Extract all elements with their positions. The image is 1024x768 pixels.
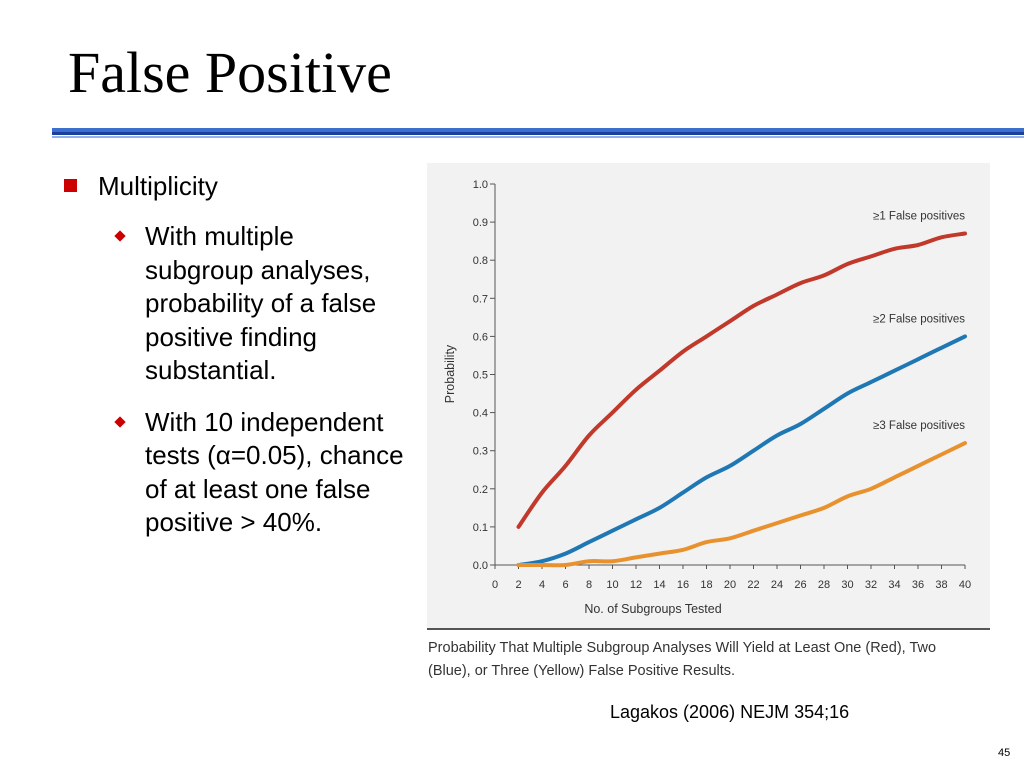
series-label-2: ≥2 False positives bbox=[873, 313, 965, 325]
y-tick-label: 0.5 bbox=[473, 370, 488, 382]
figure-background bbox=[427, 163, 990, 628]
x-tick-label: 10 bbox=[606, 579, 618, 591]
diamond-bullet-icon bbox=[114, 415, 126, 428]
figure-caption: Probability That Multiple Subgroup Analy… bbox=[428, 640, 937, 679]
sub-bullet-text: With 10 independent tests (α=0.05), chan… bbox=[145, 406, 404, 538]
y-tick-label: 0.9 bbox=[473, 217, 488, 229]
series-line-2 bbox=[516, 334, 967, 567]
y-tick-label: 0.7 bbox=[473, 293, 488, 305]
x-tick-label: 20 bbox=[724, 579, 736, 591]
y-tick-label: 0.4 bbox=[473, 408, 488, 420]
x-tick-label: 32 bbox=[865, 579, 877, 591]
x-tick-label: 28 bbox=[818, 579, 830, 591]
page-number: 45 bbox=[998, 747, 1011, 759]
title-underline bbox=[52, 128, 1024, 140]
x-tick-label: 40 bbox=[959, 579, 971, 591]
caption-divider bbox=[427, 628, 990, 630]
y-tick-label: 0.1 bbox=[473, 522, 488, 534]
sub-bullet-text: With multiple subgroup analyses, probabi… bbox=[145, 221, 377, 385]
chart-series: ≥1 False positives ≥2 False positives ≥3 F… bbox=[516, 211, 967, 568]
citation: Lagakos (2006) NEJM 354;16 bbox=[610, 702, 850, 722]
series-label-1: ≥1 False positives bbox=[873, 211, 965, 223]
sub-bullet-2: With 10 independent tests (α=0.05), chan… bbox=[64, 406, 409, 540]
x-tick-label: 30 bbox=[841, 579, 853, 591]
square-bullet-icon bbox=[64, 179, 77, 192]
x-tick-label: 14 bbox=[653, 579, 665, 591]
x-tick-label: 38 bbox=[935, 579, 947, 591]
probability-chart: 0.00.10.20.30.40.50.60.70.80.91.00 2 4 6 8 10… bbox=[443, 179, 971, 616]
bullet-list: Multiplicity With multiple subgroup anal… bbox=[64, 170, 409, 558]
x-tick-label: 16 bbox=[677, 579, 689, 591]
x-tick-label: 24 bbox=[771, 579, 783, 591]
x-tick-label: 34 bbox=[888, 579, 900, 591]
diamond-bullet-icon bbox=[114, 230, 126, 242]
x-tick-label: 4 bbox=[539, 579, 545, 591]
sub-bullet-list: With multiple subgroup analyses, probabi… bbox=[64, 220, 409, 540]
y-tick-label: 0.6 bbox=[473, 331, 488, 343]
y-tick-label: 0.8 bbox=[473, 255, 488, 267]
series-line-1 bbox=[516, 231, 967, 529]
chart-axes: 0.00.10.20.30.40.50.60.70.80.91.00 2 4 6 8 10… bbox=[473, 179, 971, 591]
y-axis-title: Probability bbox=[443, 344, 457, 403]
bullet-multiplicity: Multiplicity bbox=[64, 170, 409, 202]
y-tick-label: 1.0 bbox=[473, 179, 488, 191]
series-label-3: ≥3 False positives bbox=[873, 420, 965, 432]
x-tick-label: 2 bbox=[515, 579, 521, 591]
sub-bullet-1: With multiple subgroup analyses, probabi… bbox=[64, 220, 409, 388]
x-tick-label: 0 bbox=[492, 579, 498, 591]
x-axis-title: No. of Subgroups Tested bbox=[584, 602, 721, 616]
series-line-3 bbox=[516, 441, 967, 568]
x-tick-label: 8 bbox=[586, 579, 592, 591]
x-tick-label: 36 bbox=[912, 579, 924, 591]
slide-title: False Positive bbox=[68, 40, 392, 105]
x-tick-label: 18 bbox=[700, 579, 712, 591]
x-tick-label: 26 bbox=[794, 579, 806, 591]
x-tick-label: 22 bbox=[747, 579, 759, 591]
y-tick-label: 0.3 bbox=[473, 446, 488, 458]
y-tick-label: 0.0 bbox=[473, 560, 488, 572]
y-tick-label: 0.2 bbox=[473, 484, 488, 496]
x-tick-label: 12 bbox=[630, 579, 642, 591]
x-tick-label: 6 bbox=[562, 579, 568, 591]
bullet-text: Multiplicity bbox=[98, 171, 218, 201]
